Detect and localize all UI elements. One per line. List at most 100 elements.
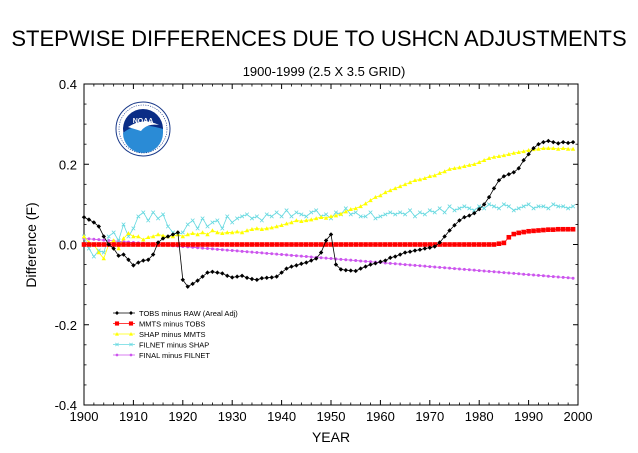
data-point [274,210,279,215]
data-point [175,230,181,235]
data-point [239,242,245,247]
data-point [225,273,230,278]
data-point [136,242,141,247]
data-point [309,255,313,259]
data-point [170,242,176,247]
legend-label: SHAP minus MMTS [139,330,206,339]
data-point [471,242,477,247]
data-point [452,242,457,247]
x-tick-label: 1980 [465,409,494,424]
data-point [96,242,102,247]
data-point [338,211,344,216]
data-point [344,258,348,262]
data-point [388,261,392,265]
data-point [81,215,87,220]
data-point [269,275,274,280]
data-point [229,242,235,247]
data-point [269,242,275,247]
data-point [136,234,141,239]
data-point [487,269,491,273]
data-point [200,230,205,235]
data-point [116,246,121,251]
data-point [121,252,126,257]
data-point [502,271,506,275]
data-point [363,201,368,206]
data-point [397,184,403,189]
legend-label: FILNET minus SHAP [139,341,209,350]
data-point [516,166,521,171]
data-point [185,284,190,289]
data-point [155,232,161,237]
chart-subtitle: 1900-1999 (2.5 X 3.5 GRID) [243,64,406,79]
data-point [299,212,304,217]
data-point [156,216,161,221]
data-point [368,210,373,215]
data-point [225,214,230,219]
data-point [220,271,225,276]
data-point [200,216,205,221]
data-point [140,242,146,247]
data-point [369,260,373,264]
data-point [101,242,107,247]
noaa-logo: NOAA [115,101,171,157]
data-point [447,228,452,233]
data-point [106,234,111,239]
data-point [239,230,245,235]
data-point [131,242,136,247]
data-point [210,247,214,251]
data-point [506,234,512,240]
data-point [531,146,536,151]
data-point [422,176,428,181]
data-point [566,206,571,211]
data-point [244,212,250,217]
data-point [230,220,235,225]
data-point [511,150,516,155]
data-point [531,206,536,211]
data-point [160,212,166,217]
data-point [234,242,240,247]
data-point [491,242,497,247]
data-point [437,170,442,175]
legend-marker [129,353,133,357]
data-point [457,267,461,271]
data-point [397,242,403,247]
data-point [378,259,383,264]
data-point [269,225,274,230]
data-point [516,230,522,236]
x-tick-label: 1930 [218,409,247,424]
data-point [541,227,546,233]
data-point [279,223,284,227]
data-point [195,226,200,231]
data-point [101,256,106,261]
data-point [160,242,166,247]
data-point [467,213,472,218]
data-point [244,275,250,281]
series-layer [81,138,576,289]
data-point [275,252,279,256]
data-point [210,269,215,274]
data-point [511,231,517,237]
data-point [521,158,526,163]
data-point [432,173,437,178]
data-point [121,236,126,241]
data-point [215,230,220,235]
data-point [472,208,477,213]
data-point [289,220,294,225]
data-point [200,242,205,247]
data-point [477,206,482,212]
data-point [329,257,333,261]
data-point [333,242,339,247]
data-point [481,158,487,162]
data-point [333,210,339,215]
data-point [526,202,531,207]
series-line [83,140,574,288]
legend-marker [115,332,119,336]
data-point [289,242,294,247]
data-point [452,223,457,228]
data-point [185,232,190,237]
data-point [250,250,254,254]
data-point [486,242,492,247]
data-point [462,242,467,247]
data-point [417,210,423,215]
legend-marker [129,342,133,347]
